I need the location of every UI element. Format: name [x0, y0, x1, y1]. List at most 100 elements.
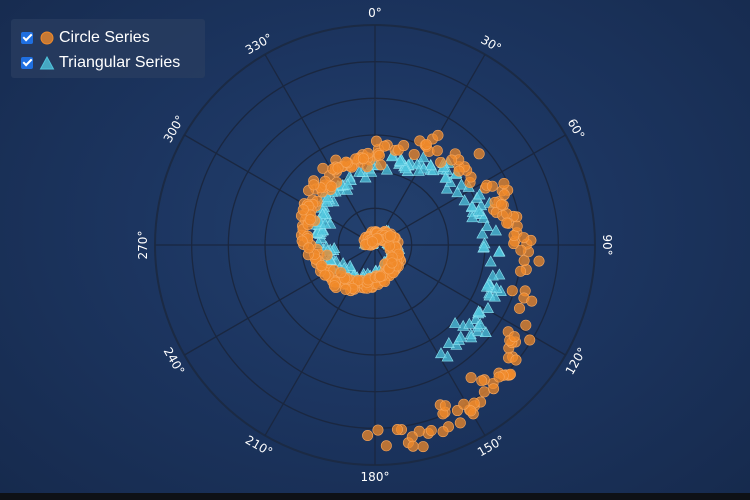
angle-tick-label: 270°: [136, 231, 150, 260]
circle-point: [372, 424, 384, 436]
circle-point: [515, 244, 527, 256]
triangle-point: [486, 269, 499, 281]
circle-point: [437, 426, 449, 438]
circle-point: [407, 440, 419, 452]
triangle-point: [488, 290, 501, 302]
circle-point: [357, 153, 369, 165]
circle-point: [476, 375, 488, 387]
circle-point: [465, 372, 477, 384]
circle-point: [366, 236, 378, 248]
circle-point: [297, 204, 309, 216]
circle-point: [374, 270, 386, 282]
triangle-point: [472, 305, 485, 317]
triangle-point: [393, 154, 407, 166]
triangle-point: [451, 186, 464, 198]
circle-point: [303, 242, 315, 254]
triangle-point: [466, 200, 479, 212]
triangle-point: [455, 178, 468, 190]
circle-point: [498, 189, 510, 201]
circle-point: [518, 255, 530, 267]
angle-tick-label: 210°: [243, 433, 275, 460]
circle-point: [432, 129, 444, 141]
circle-point: [335, 267, 347, 279]
angle-tick-label: 300°: [161, 113, 188, 145]
triangle-point: [473, 188, 486, 200]
circle-point: [515, 265, 527, 277]
circle-point: [486, 180, 498, 192]
circle-point: [425, 425, 437, 437]
triangle-point: [440, 182, 453, 194]
triangle-point: [341, 178, 354, 190]
circle-marker-icon: [40, 31, 54, 44]
circle-point: [325, 180, 337, 192]
triangle-point: [353, 165, 366, 177]
triangle-point: [477, 211, 490, 223]
triangle-point: [474, 318, 487, 330]
triangle-point: [465, 331, 478, 343]
triangle-point: [424, 159, 437, 171]
circle-point: [473, 148, 485, 160]
circle-point: [511, 220, 523, 232]
angle-tick-label: 240°: [161, 345, 188, 377]
circle-point: [362, 430, 374, 442]
circle-point: [453, 165, 465, 177]
circle-point: [406, 431, 418, 443]
circle-point: [317, 162, 329, 174]
circle-point: [496, 199, 508, 211]
circle-point: [380, 440, 392, 452]
circle-point: [458, 398, 470, 410]
grid-spoke: [264, 54, 376, 246]
triangle-point: [412, 164, 425, 176]
circle-point: [488, 383, 500, 395]
legend: Circle Series Triangular Series: [11, 19, 205, 78]
triangle-point: [434, 347, 447, 359]
circle-point: [510, 354, 522, 366]
circle-point: [501, 217, 513, 229]
circle-point: [373, 149, 385, 161]
triangle-point: [484, 255, 497, 267]
angle-tick-label: 330°: [243, 31, 275, 58]
circle-point: [296, 235, 308, 247]
circle-point: [370, 135, 382, 147]
triangle-point: [458, 194, 471, 206]
legend-item-triangular-series[interactable]: Triangular Series: [21, 50, 195, 75]
circle-point: [316, 260, 328, 272]
circle-point: [420, 138, 432, 150]
triangle-point: [316, 224, 329, 236]
circle-point: [375, 159, 387, 171]
grid-spoke: [184, 134, 376, 246]
triangle-point: [489, 224, 502, 236]
triangle-point: [359, 171, 372, 183]
angle-tick-label: 180°: [361, 470, 390, 484]
circle-point: [340, 283, 352, 295]
legend-label-circle-series: Circle Series: [59, 28, 150, 46]
circle-point: [319, 269, 331, 281]
triangle-point: [472, 204, 485, 216]
angle-tick-label: 90°: [600, 234, 614, 255]
circle-point: [454, 417, 466, 429]
triangle-point: [481, 301, 494, 313]
legend-item-circle-series[interactable]: Circle Series: [21, 25, 195, 50]
circle-point: [439, 400, 451, 412]
circle-point: [391, 424, 403, 436]
circle-point: [508, 229, 520, 241]
circle-point: [514, 302, 526, 314]
triangle-point: [417, 151, 430, 163]
circle-point: [308, 179, 320, 191]
legend-checkbox-circle-series[interactable]: [21, 31, 33, 44]
circle-point: [518, 232, 530, 244]
circle-point: [493, 371, 505, 383]
angle-tick-label: 150°: [475, 433, 507, 460]
triangle-point: [479, 326, 492, 338]
circle-point: [378, 140, 390, 152]
angle-tick-label: 0°: [368, 6, 382, 20]
circle-point: [508, 331, 520, 343]
circle-point: [478, 386, 490, 398]
grid-spoke: [184, 244, 376, 356]
circle-point: [408, 148, 420, 160]
triangle-point: [439, 171, 452, 183]
triangle-point: [441, 350, 454, 362]
legend-checkbox-triangular-series[interactable]: [21, 56, 33, 69]
